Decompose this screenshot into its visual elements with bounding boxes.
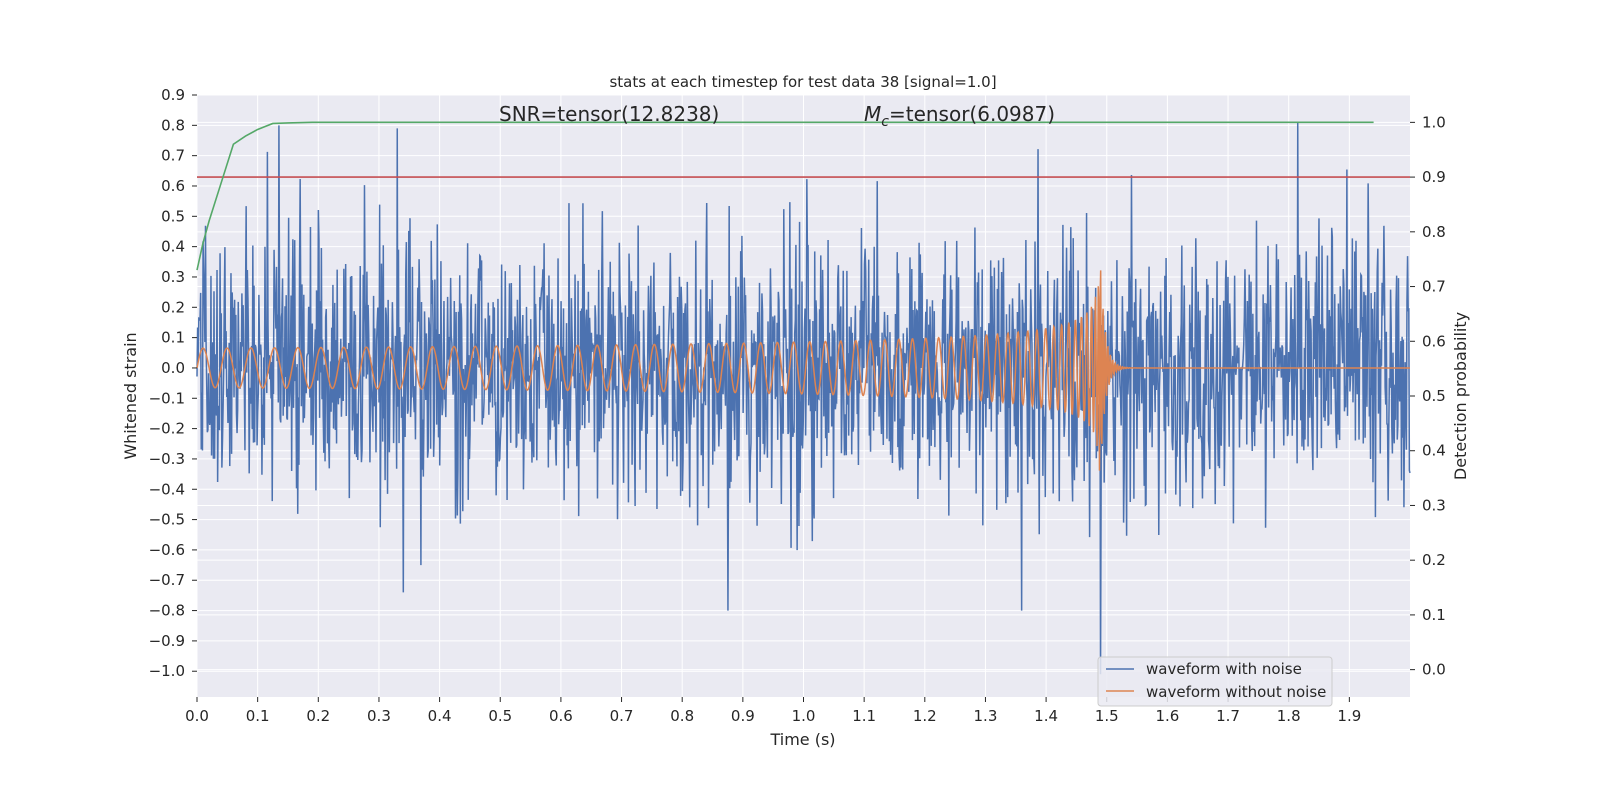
- x-tick-label: 1.1: [852, 707, 876, 725]
- x-tick-label: 0.0: [185, 707, 209, 725]
- mc-annotation: Mc=tensor(6.0987): [864, 102, 1055, 130]
- x-tick-label: 1.4: [1034, 707, 1058, 725]
- y-tick-label: 0.4: [161, 238, 185, 256]
- x-tick-label: 1.9: [1337, 707, 1361, 725]
- x-tick-label: 1.6: [1155, 707, 1179, 725]
- legend-box: [1097, 656, 1333, 707]
- legend: waveform with noise waveform without noi…: [1097, 656, 1333, 707]
- y2-axis-ticks: 1.0 0.9 0.8 0.7 0.6 0.5 0.4 0.3 0.2 0.1 0.0: [1410, 113, 1446, 679]
- clean-waveform-line: [196, 270, 1410, 471]
- y-tick-label: 0.2: [161, 298, 185, 316]
- x-tick-label: 1.0: [792, 707, 816, 725]
- mc-symbol: M: [864, 102, 881, 126]
- x-tick-label: 0.2: [306, 707, 330, 725]
- noise-waveform-line: [196, 122, 1411, 675]
- y2-tick-label: 0.6: [1422, 332, 1446, 350]
- legend-label-noise: waveform with noise: [1146, 660, 1302, 678]
- y2-axis-label: Detection probability: [1451, 312, 1470, 480]
- detection-probability-line: [196, 121, 1374, 271]
- y-tick-label: −0.6: [149, 541, 185, 559]
- y2-tick-label: 0.2: [1422, 551, 1446, 569]
- snr-annotation: SNR=tensor(12.8238): [499, 102, 719, 126]
- x-tick-label: 1.5: [1095, 707, 1119, 725]
- y-tick-label: −0.4: [149, 480, 185, 498]
- x-tick-label: 1.2: [913, 707, 937, 725]
- x-tick-label: 0.1: [246, 707, 270, 725]
- y2-tick-label: 1.0: [1422, 113, 1446, 131]
- y-axis-label: Whitened strain: [121, 332, 140, 459]
- y-tick-label: −0.7: [149, 571, 185, 589]
- x-tick-label: 1.3: [974, 707, 998, 725]
- x-axis-ticks: 0.0 0.1 0.2 0.3 0.4 0.5 0.6 0.7 0.8 0.9 1.0 1.1 1.2 1…: [185, 697, 1361, 725]
- x-tick-label: 0.6: [549, 707, 573, 725]
- x-axis-label: Time (s): [769, 730, 835, 749]
- y-tick-label: 0.0: [161, 359, 185, 377]
- y2-tick-label: 0.9: [1422, 168, 1446, 186]
- series-waveform-with-noise: [196, 122, 1411, 675]
- y-tick-label: 0.6: [161, 177, 185, 195]
- series-detection-probability: [196, 121, 1410, 271]
- y-tick-label: −0.9: [149, 632, 185, 650]
- y-tick-label: 0.3: [161, 268, 185, 286]
- y2-tick-label: 0.0: [1422, 661, 1446, 679]
- x-tick-label: 0.3: [367, 707, 391, 725]
- y-tick-label: −0.3: [149, 450, 185, 468]
- y-tick-label: −0.5: [149, 511, 185, 529]
- y-tick-label: −0.2: [149, 420, 185, 438]
- y-tick-label: 0.9: [161, 86, 185, 104]
- chart-title: stats at each timestep for test data 38 …: [609, 73, 996, 91]
- x-tick-label: 0.5: [488, 707, 512, 725]
- y-tick-label: −0.1: [149, 389, 185, 407]
- y2-tick-label: 0.8: [1422, 223, 1446, 241]
- y2-tick-label: 0.7: [1422, 278, 1446, 296]
- series-waveform-without-noise: [196, 270, 1410, 471]
- x-tick-label: 0.9: [731, 707, 755, 725]
- y-tick-label: 0.8: [161, 116, 185, 134]
- y-axis-ticks: 0.9 0.8 0.7 0.6 0.5 0.4 0.3 0.2 0.1 0.0 −0.1 −0.2 −0…: [149, 86, 197, 680]
- y-tick-label: 0.1: [161, 329, 185, 347]
- y-tick-label: 0.7: [161, 147, 185, 165]
- legend-label-clean: waveform without noise: [1146, 683, 1326, 701]
- mc-subscript: c: [881, 114, 889, 130]
- x-tick-label: 1.7: [1216, 707, 1240, 725]
- y-tick-label: −1.0: [149, 662, 185, 680]
- x-tick-label: 0.7: [610, 707, 634, 725]
- x-tick-label: 0.8: [670, 707, 694, 725]
- y2-tick-label: 0.3: [1422, 496, 1446, 514]
- x-tick-label: 1.8: [1277, 707, 1301, 725]
- y2-tick-label: 0.5: [1422, 387, 1446, 405]
- y2-tick-label: 0.4: [1422, 442, 1446, 460]
- y-tick-label: 0.5: [161, 207, 185, 225]
- x-tick-label: 0.4: [428, 707, 452, 725]
- mc-value: =tensor(6.0987): [889, 102, 1055, 126]
- y2-tick-label: 0.1: [1422, 606, 1446, 624]
- y-tick-label: −0.8: [149, 602, 185, 620]
